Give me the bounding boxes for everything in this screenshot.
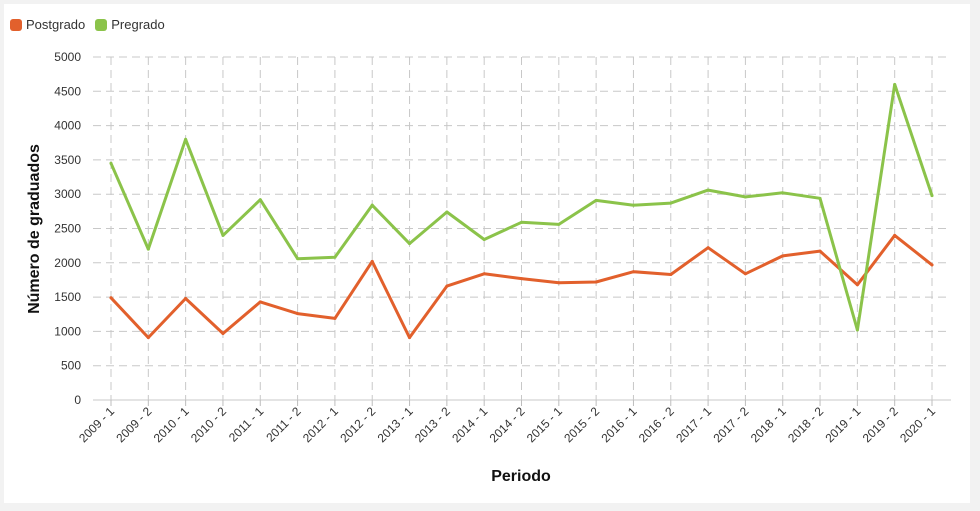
x-tick-label: 2013 - 2 — [412, 404, 453, 445]
data-point-postgrado[interactable] — [296, 312, 300, 316]
data-point-pregrado[interactable] — [557, 222, 561, 226]
data-point-pregrado[interactable] — [818, 196, 822, 200]
y-tick-label: 0 — [74, 393, 81, 407]
data-point-postgrado[interactable] — [818, 249, 822, 253]
data-point-pregrado[interactable] — [482, 237, 486, 241]
x-tick-label: 2014 - 2 — [487, 404, 528, 445]
x-tick-label: 2020 - 1 — [897, 404, 938, 445]
y-tick-label: 2000 — [54, 256, 81, 270]
data-point-postgrado[interactable] — [184, 296, 188, 300]
y-tick-label: 3000 — [54, 187, 81, 201]
data-point-postgrado[interactable] — [520, 277, 523, 281]
data-point-pregrado[interactable] — [184, 137, 188, 141]
legend-item-postgrado[interactable]: Postgrado — [10, 17, 85, 32]
y-tick-label: 1500 — [54, 290, 81, 304]
data-point-postgrado[interactable] — [370, 259, 374, 263]
data-point-pregrado[interactable] — [631, 203, 635, 207]
data-point-pregrado[interactable] — [109, 161, 113, 165]
data-point-pregrado[interactable] — [893, 82, 897, 86]
legend-label-postgrado: Postgrado — [26, 17, 86, 32]
data-point-postgrado[interactable] — [631, 270, 635, 274]
y-tick-label: 500 — [61, 359, 81, 373]
data-point-pregrado[interactable] — [296, 257, 300, 261]
data-point-postgrado[interactable] — [109, 296, 113, 300]
data-point-pregrado[interactable] — [781, 191, 785, 195]
data-point-pregrado[interactable] — [221, 233, 225, 237]
x-tick-label: 2017 - 1 — [673, 404, 714, 445]
x-tick-label: 2016 - 2 — [636, 404, 677, 445]
x-tick-label: 2016 - 1 — [599, 404, 640, 445]
x-tick-label: 2009 - 1 — [76, 404, 117, 445]
data-point-postgrado[interactable] — [855, 283, 859, 287]
legend-swatch-pregrado — [95, 18, 108, 31]
y-tick-label: 3500 — [54, 153, 81, 167]
data-point-postgrado[interactable] — [333, 316, 337, 320]
data-point-postgrado[interactable] — [893, 233, 897, 237]
x-tick-label: 2015 - 1 — [524, 404, 565, 445]
data-point-postgrado[interactable] — [146, 336, 150, 340]
data-point-pregrado[interactable] — [594, 198, 598, 202]
y-axis-title: Número de graduados — [26, 144, 43, 314]
data-point-pregrado[interactable] — [706, 188, 710, 192]
data-point-pregrado[interactable] — [669, 201, 673, 205]
x-tick-label: 2010 - 1 — [151, 404, 192, 445]
data-point-postgrado[interactable] — [557, 281, 561, 285]
data-point-pregrado[interactable] — [520, 220, 523, 224]
y-tick-label: 5000 — [54, 50, 81, 64]
x-tick-label: 2013 - 1 — [375, 404, 416, 445]
x-tick-label: 2012 - 2 — [337, 404, 378, 445]
data-point-postgrado[interactable] — [706, 246, 710, 250]
y-tick-label: 2500 — [54, 222, 81, 236]
data-point-pregrado[interactable] — [333, 255, 337, 259]
legend-item-pregrado[interactable]: Pregrado — [95, 17, 165, 32]
series-lines — [109, 82, 934, 340]
data-point-pregrado[interactable] — [743, 195, 747, 199]
x-tick-label: 2019 - 1 — [822, 404, 863, 445]
data-point-postgrado[interactable] — [743, 272, 747, 276]
data-point-pregrado[interactable] — [146, 247, 150, 251]
x-tick-label: 2010 - 2 — [188, 404, 229, 445]
y-tick-label: 4000 — [54, 119, 81, 133]
y-tick-label: 4500 — [54, 84, 81, 98]
legend-swatch-postgrado — [10, 18, 22, 31]
data-point-postgrado[interactable] — [482, 272, 486, 276]
data-point-pregrado[interactable] — [855, 328, 859, 332]
x-tick-label: 2012 - 1 — [300, 404, 341, 445]
data-point-pregrado[interactable] — [408, 242, 412, 246]
data-point-postgrado[interactable] — [258, 300, 262, 304]
data-point-pregrado[interactable] — [930, 194, 934, 198]
x-tick-label: 2009 - 2 — [113, 404, 154, 445]
legend: Postgrado Pregrado — [10, 17, 165, 32]
y-tick-labels: 0 500 1000 1500 2000 2500 3000 3500 4000 4500 5000 — [54, 50, 81, 407]
data-point-pregrado[interactable] — [370, 203, 374, 207]
x-tick-label: 2011 - 2 — [263, 404, 304, 445]
data-point-postgrado[interactable] — [669, 272, 673, 276]
data-point-pregrado[interactable] — [445, 210, 449, 214]
data-point-postgrado[interactable] — [408, 336, 412, 340]
data-point-postgrado[interactable] — [445, 284, 449, 288]
data-point-postgrado[interactable] — [781, 254, 785, 258]
legend-label-pregrado: Pregrado — [111, 17, 165, 32]
x-tick-label: 2019 - 2 — [860, 404, 901, 445]
x-tick-label: 2015 - 2 — [561, 404, 602, 445]
x-tick-label: 2018 - 1 — [748, 404, 789, 445]
x-tick-label: 2011 - 1 — [226, 404, 267, 445]
grid — [93, 56, 951, 406]
data-point-pregrado[interactable] — [258, 198, 262, 202]
x-axis-title: Periodo — [491, 468, 551, 485]
data-point-postgrado[interactable] — [594, 280, 598, 284]
x-tick-label: 2018 - 2 — [785, 404, 826, 445]
y-tick-label: 1000 — [54, 324, 81, 338]
data-point-postgrado[interactable] — [221, 331, 225, 335]
x-tick-label: 2014 - 1 — [449, 404, 490, 445]
data-point-postgrado[interactable] — [930, 263, 934, 267]
x-tick-label: 2017 - 2 — [710, 404, 751, 445]
